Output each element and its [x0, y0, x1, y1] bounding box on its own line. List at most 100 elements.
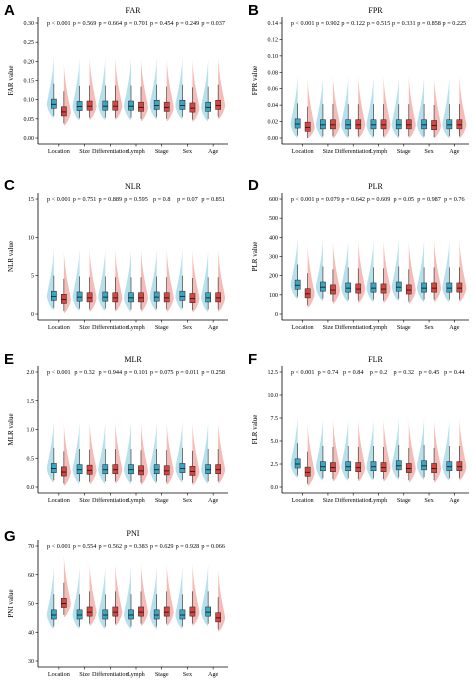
- violin-a: [46, 55, 54, 119]
- box-b: [304, 466, 311, 477]
- category-label: Size: [323, 324, 334, 331]
- violin-b: [358, 419, 366, 482]
- box-a: [395, 460, 402, 471]
- violin-b: [408, 241, 416, 304]
- p-value-label: p = 0.05: [394, 196, 415, 203]
- box-a: [421, 119, 427, 130]
- violin-b: [63, 423, 71, 486]
- y-tick-label: 600: [269, 197, 278, 203]
- violin-b: [89, 422, 97, 485]
- p-value-label: p = 0.32: [74, 369, 95, 376]
- p-value-label: p = 0.44: [444, 369, 465, 376]
- category-label: Location: [292, 324, 314, 331]
- p-value-label: p = 0.8: [153, 196, 170, 203]
- y-tick-label: 70: [28, 544, 34, 550]
- violin-a: [391, 417, 399, 480]
- panel-a: A FAR 0.00 0.05 0.10 0.15 0.20 0.25 0.30 FAR valu…: [4, 2, 228, 155]
- box-a: [102, 291, 109, 302]
- category-label: Size: [323, 497, 334, 504]
- y-tick-label: 1.0: [27, 428, 35, 434]
- panel-c: C NLR 0 5 10 15 NLR value p < 0.001 Location p = …: [4, 177, 228, 331]
- violin-b: [218, 569, 226, 632]
- p-value-label: p = 0.037: [201, 20, 225, 27]
- category-label: Differentiation: [335, 324, 372, 331]
- violin-b: [141, 249, 148, 312]
- box-b: [215, 99, 221, 110]
- violin-a: [124, 249, 131, 312]
- violin-b: [358, 240, 366, 303]
- p-value-label: p < 0.001: [291, 369, 315, 376]
- p-value-label: p < 0.001: [291, 20, 315, 27]
- y-tick-label: 0.02: [268, 120, 279, 126]
- p-value-label: p = 0.84: [343, 369, 364, 376]
- violin-b: [192, 423, 200, 486]
- category-label: Lymph: [127, 497, 145, 504]
- box-a: [320, 281, 326, 292]
- violin-a: [201, 59, 209, 122]
- y-tick-label: 0.20: [24, 59, 35, 65]
- p-value-label: p = 0.889: [98, 196, 122, 203]
- box-a: [345, 119, 352, 130]
- p-value-label: p = 0.554: [73, 543, 97, 550]
- box-b: [61, 106, 67, 117]
- y-tick-label: 200: [269, 274, 278, 280]
- p-value-label: p = 0.066: [201, 543, 225, 550]
- violin-a: [46, 248, 54, 311]
- panel-letter: A: [4, 2, 15, 19]
- box-a: [179, 99, 186, 110]
- category-label: Location: [48, 148, 70, 155]
- violin-b: [166, 249, 174, 312]
- violin-a: [149, 248, 157, 311]
- box-b: [431, 463, 437, 473]
- y-tick-label: 0.25: [24, 40, 35, 46]
- category-label: Location: [292, 497, 314, 504]
- box-a: [179, 463, 186, 473]
- category-label: Age: [208, 497, 219, 504]
- y-tick-label: 0.00: [268, 136, 279, 142]
- box-b: [405, 119, 412, 130]
- category-label: Location: [48, 671, 70, 678]
- panel-f: F FLR 0.0 2.5 5.0 7.5 10.0 12.5 FLR value p < 0.0…: [248, 351, 469, 504]
- category-label: Differentiation: [92, 324, 129, 331]
- violin-a: [98, 566, 106, 629]
- box-a: [76, 101, 83, 111]
- box-a: [128, 609, 134, 620]
- category-label: Size: [79, 497, 90, 504]
- p-value-label: p = 0.562: [98, 543, 122, 550]
- box-b: [138, 101, 144, 112]
- box-b: [431, 120, 437, 130]
- violin-b: [89, 249, 97, 312]
- box-b: [380, 283, 387, 294]
- p-value-label: p = 0.07: [177, 196, 198, 203]
- category-label: Location: [48, 324, 70, 331]
- box-a: [320, 461, 326, 472]
- p-value-label: p = 0.122: [341, 20, 365, 27]
- y-tick-label: 0.15: [24, 79, 35, 85]
- category-label: Differentiation: [335, 497, 372, 504]
- box-a: [205, 464, 211, 475]
- p-value-label: p = 0.2: [370, 369, 387, 376]
- violin-b: [383, 419, 391, 482]
- y-tick-label: 0.10: [268, 54, 279, 60]
- box-b: [355, 283, 362, 294]
- violin-a: [417, 239, 425, 302]
- box-a: [205, 292, 211, 303]
- violin-a: [98, 57, 106, 120]
- p-value-label: p = 0.515: [367, 20, 391, 27]
- violin-b: [115, 249, 123, 312]
- violin-a: [391, 238, 399, 301]
- violin-a: [124, 57, 131, 120]
- box-b: [330, 119, 336, 130]
- violin-b: [192, 59, 200, 122]
- box-b: [163, 465, 170, 476]
- box-b: [138, 606, 144, 617]
- box-a: [51, 290, 57, 301]
- box-a: [370, 119, 377, 130]
- violin-a: [201, 249, 209, 312]
- y-tick-label: 0.10: [24, 98, 35, 104]
- violin-b: [307, 245, 315, 308]
- p-value-label: p = 0.76: [444, 196, 465, 203]
- box-b: [163, 101, 170, 112]
- p-value-label: p = 0.258: [201, 369, 225, 376]
- violin-a: [366, 418, 374, 481]
